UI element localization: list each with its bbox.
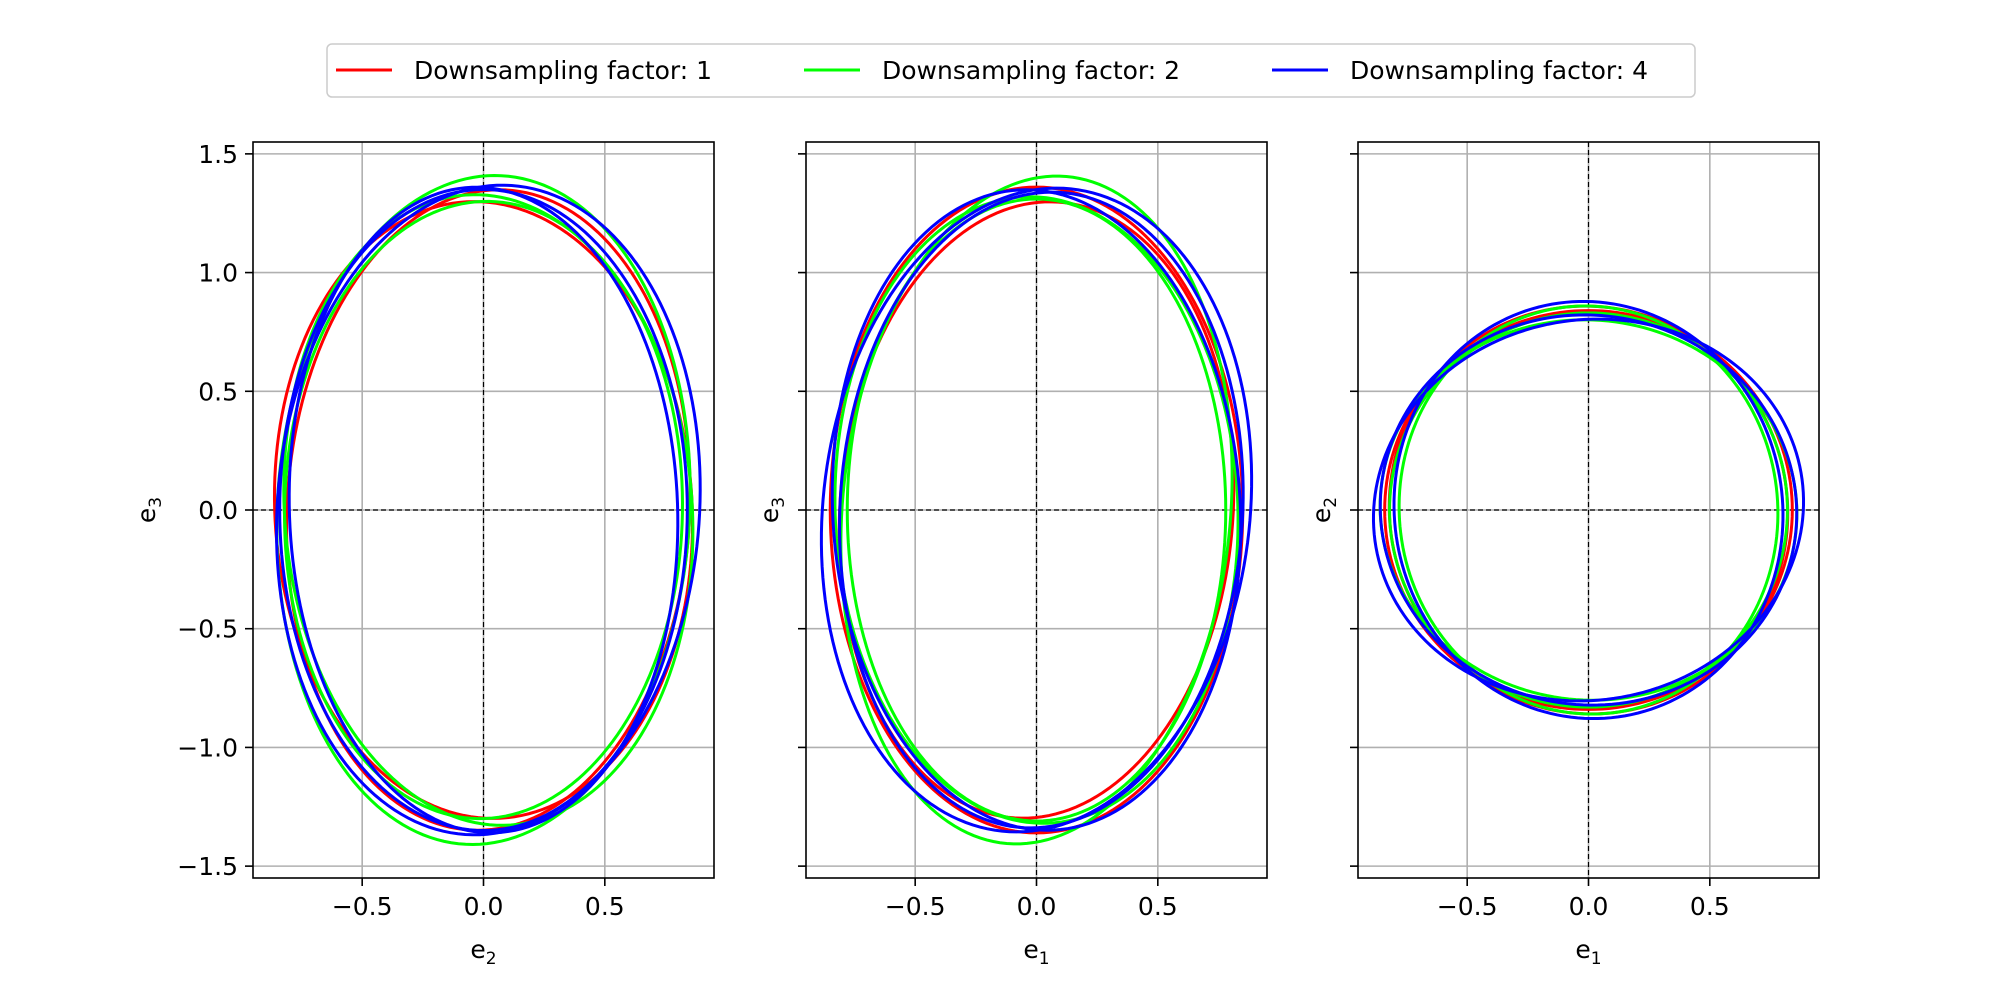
x-axis-label: e1: [1575, 935, 1601, 969]
series-curve-factor-1: [828, 185, 1245, 835]
series-curve-factor-4: [1378, 313, 1799, 707]
x-tick-label: 0.0: [464, 892, 504, 921]
y-tick-label: 0.5: [198, 377, 238, 406]
x-tick-label: 0.0: [1017, 892, 1057, 921]
series-curve-factor-4: [1392, 299, 1785, 721]
y-tick-label: 1.0: [198, 259, 238, 288]
x-axis-label: e1: [1023, 935, 1049, 969]
panel-e1-e3: −0.5 0.0 0.5 e1 e3: [755, 141, 1268, 969]
legend-label-factor-1: Downsampling factor: 1: [414, 56, 712, 85]
y-axis-label: e3: [755, 497, 789, 523]
series-curve-factor-4: [819, 186, 1254, 834]
panel-e2-e3: −0.5 0.0 0.5 −1.5 −1.0 −0.5 0.0 0.5 1.0 1.5 e2 e3: [132, 140, 715, 969]
x-tick-label: −0.5: [885, 892, 946, 921]
panel-e1-e2: −0.5 0.0 0.5 e1 e2: [1307, 141, 1820, 969]
x-tick-label: −0.5: [332, 892, 393, 921]
series-curve-factor-4: [287, 185, 680, 835]
series-group: [272, 174, 702, 846]
x-axis-label: e2: [470, 935, 496, 969]
y-axis-label: e2: [1307, 497, 1341, 523]
panels: −0.5 0.0 0.5−1.5−1.0−0.50.00.51.01.5e2e3−0…: [132, 140, 1820, 969]
y-axis-label: e3: [132, 497, 166, 523]
x-tick-label: 0.5: [1138, 892, 1178, 921]
series-group: [819, 174, 1254, 846]
y-tick-label: −1.0: [177, 733, 238, 762]
x-tick-label: 0.0: [1569, 892, 1609, 921]
series-group: [1371, 299, 1806, 721]
y-tick-label: 0.0: [198, 496, 238, 525]
series-curve-factor-4: [830, 188, 1243, 832]
legend-frame: [326, 43, 1696, 98]
x-tick-label: 0.5: [1690, 892, 1730, 921]
series-curve-factor-1: [285, 188, 692, 832]
series-curve-factor-2: [845, 197, 1228, 823]
legend: Downsampling factor: 1 Downsampling fact…: [326, 43, 1696, 98]
series-curve-factor-4: [278, 187, 689, 833]
legend-label-factor-2: Downsampling factor: 2: [882, 56, 1180, 85]
legend-label-factor-4: Downsampling factor: 4: [1350, 56, 1648, 85]
series-curve-factor-4: [838, 190, 1245, 830]
y-tick-label: −1.5: [177, 852, 238, 881]
x-tick-label: −0.5: [1437, 892, 1498, 921]
y-tick-label: −0.5: [177, 615, 238, 644]
y-tick-label: 1.5: [198, 140, 238, 169]
x-tick-label: 0.5: [585, 892, 625, 921]
